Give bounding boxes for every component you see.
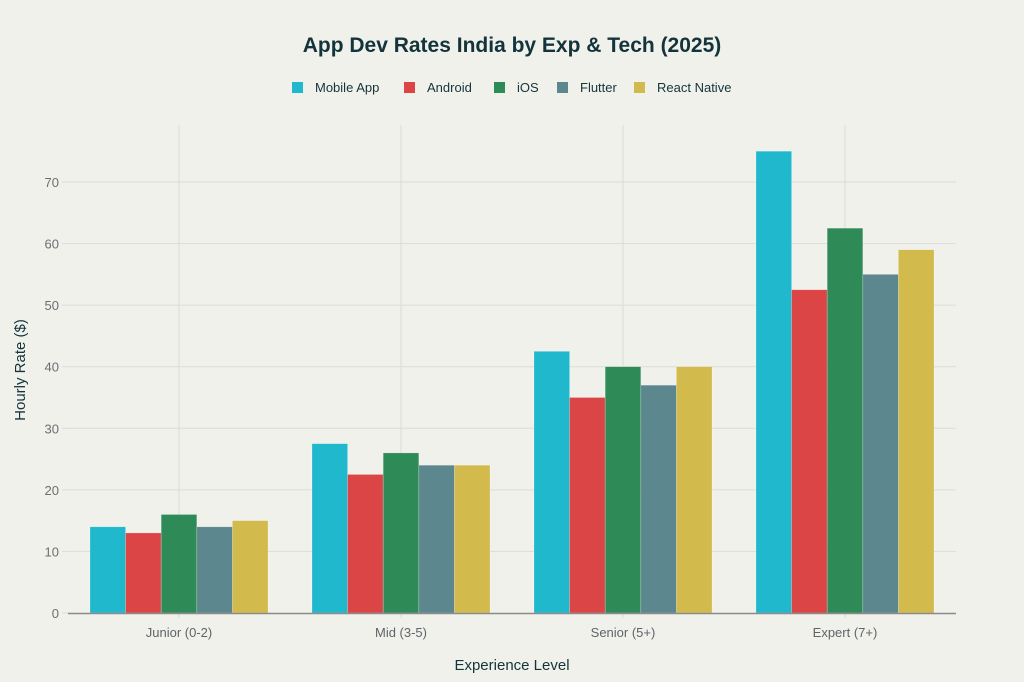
bar-mobile-app[interactable]	[89, 526, 126, 614]
legend-item[interactable]: Flutter	[557, 80, 618, 95]
legend-swatch	[404, 82, 415, 93]
chart-title: App Dev Rates India by Exp & Tech (2025)	[303, 34, 722, 57]
legend-label: Android	[427, 80, 472, 95]
bar-android[interactable]	[125, 532, 162, 614]
legend-item[interactable]: iOS	[494, 80, 539, 95]
legend-item[interactable]: Android	[404, 80, 472, 95]
legend-label: Flutter	[580, 80, 618, 95]
legend-swatch	[634, 82, 645, 93]
bar-android[interactable]	[347, 474, 384, 614]
bar-ios[interactable]	[604, 366, 642, 614]
legend-swatch	[292, 82, 303, 93]
bar-flutter[interactable]	[640, 384, 677, 614]
bar-ios[interactable]	[382, 452, 420, 614]
x-axis-title: Experience Level	[454, 657, 569, 674]
legend: Mobile App Android iOS Flutter React Native	[292, 80, 731, 95]
legend-swatch	[557, 82, 568, 93]
y-tick-label: 50	[45, 298, 59, 313]
bar-ios[interactable]	[826, 227, 864, 614]
bar-react-native[interactable]	[232, 520, 269, 614]
legend-item[interactable]: React Native	[634, 80, 731, 95]
y-tick-label: 40	[45, 360, 59, 375]
legend-swatch	[494, 82, 505, 93]
bar-react-native[interactable]	[898, 249, 935, 614]
y-tick-label: 10	[45, 544, 59, 559]
legend-item[interactable]: Mobile App	[292, 80, 379, 95]
bar-flutter[interactable]	[196, 526, 233, 614]
y-tick-label: 0	[52, 606, 59, 621]
y-axis-ticks: 0 10 20 30 40 50 60 70	[45, 175, 68, 621]
bars	[89, 150, 935, 614]
x-axis-ticks: Junior (0-2) Mid (3-5) Senior (5+) Expert (…	[146, 613, 878, 640]
legend-label: Mobile App	[315, 80, 379, 95]
x-tick-label: Mid (3-5)	[375, 625, 427, 640]
bar-mobile-app[interactable]	[755, 150, 792, 614]
y-tick-label: 60	[45, 237, 59, 252]
bar-react-native[interactable]	[676, 366, 713, 614]
bar-mobile-app[interactable]	[311, 443, 348, 614]
bar-ios[interactable]	[160, 514, 198, 614]
legend-label: iOS	[517, 80, 539, 95]
bar-flutter[interactable]	[862, 274, 899, 614]
x-tick-label: Senior (5+)	[591, 625, 656, 640]
bar-android[interactable]	[569, 397, 606, 614]
legend-label: React Native	[657, 80, 731, 95]
bar-mobile-app[interactable]	[533, 351, 570, 614]
x-tick-label: Expert (7+)	[813, 625, 878, 640]
y-tick-label: 70	[45, 175, 59, 190]
x-tick-label: Junior (0-2)	[146, 625, 212, 640]
bar-flutter[interactable]	[418, 464, 455, 614]
y-tick-label: 30	[45, 421, 59, 436]
y-axis-title: Hourly Rate ($)	[12, 319, 29, 421]
y-tick-label: 20	[45, 483, 59, 498]
bar-android[interactable]	[791, 289, 828, 614]
bar-react-native[interactable]	[454, 464, 491, 614]
